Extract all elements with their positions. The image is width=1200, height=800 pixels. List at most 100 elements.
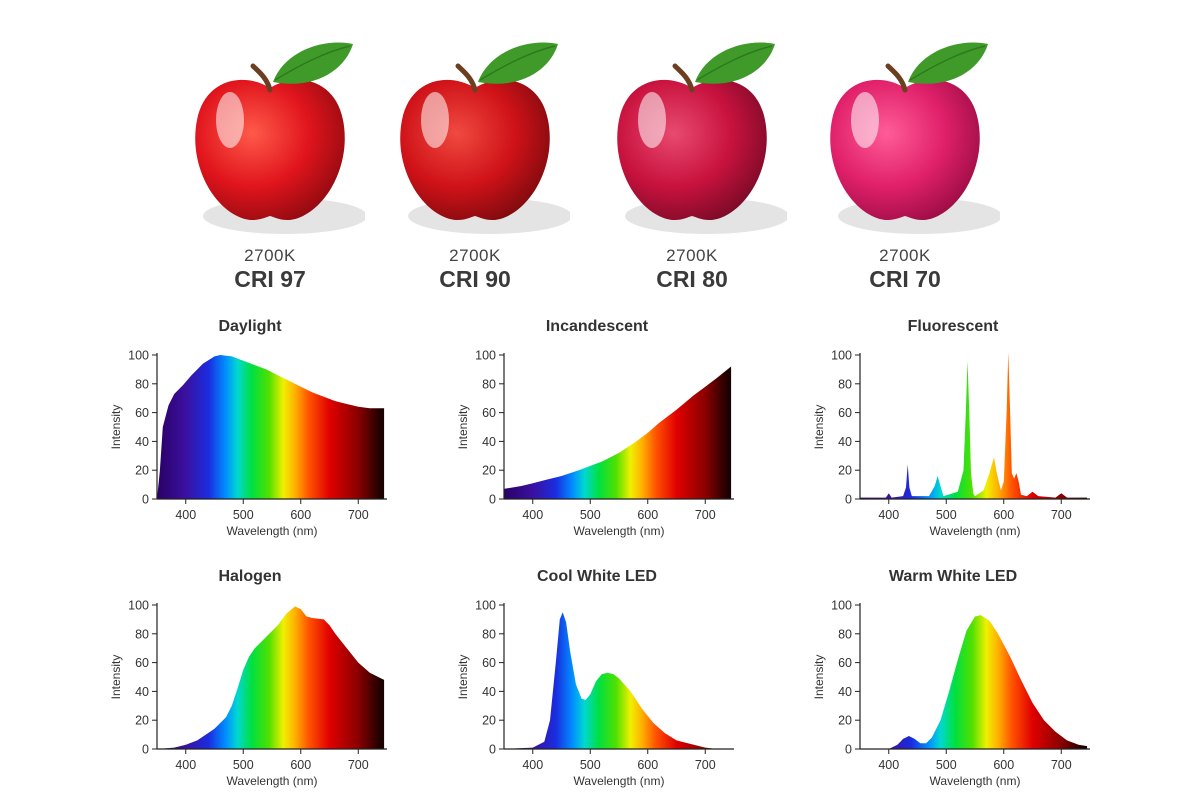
x-tick-label: 700	[348, 508, 369, 522]
y-axis-label: Intensity	[109, 655, 123, 700]
y-tick-label: 40	[135, 685, 149, 699]
chart-title: Fluorescent	[907, 318, 999, 335]
apple-image	[195, 42, 365, 234]
y-tick-label: 80	[482, 627, 496, 641]
y-tick-label: 40	[482, 435, 496, 449]
apple-cct-label: 2700K	[244, 246, 296, 265]
x-tick-label: 700	[695, 758, 716, 772]
x-axis-label: Wavelength (nm)	[227, 774, 318, 788]
x-axis-label: Wavelength (nm)	[574, 524, 665, 538]
x-tick-label: 500	[580, 508, 601, 522]
y-tick-label: 60	[838, 406, 852, 420]
x-tick-label: 400	[522, 508, 543, 522]
apple-body	[400, 79, 550, 221]
y-tick-label: 0	[142, 493, 149, 507]
y-axis-label: Intensity	[812, 655, 826, 700]
x-tick-label: 700	[348, 758, 369, 772]
apple-image	[830, 42, 1000, 234]
chart-title: Cool White LED	[537, 568, 657, 585]
x-tick-label: 400	[878, 758, 899, 772]
spectrum-chart-warm-white-led: Warm White LED 0 20 40 60 80 100 400 500 600 700 W…	[803, 568, 1103, 788]
y-axis-label: Intensity	[109, 405, 123, 450]
spectrum-plot: 0 20 40 60 80 100 400 500 600 700 Wavelength (nm) I…	[456, 599, 734, 788]
x-tick-label: 700	[1051, 508, 1072, 522]
x-tick-label: 400	[522, 758, 543, 772]
y-tick-label: 20	[482, 714, 496, 728]
spectrum-chart-daylight: Daylight 0 20 40 60 80 100 400 500 600 700 Wavelen…	[100, 318, 400, 538]
apple-image	[617, 42, 787, 234]
y-tick-label: 60	[482, 406, 496, 420]
x-tick-label: 500	[580, 758, 601, 772]
x-tick-label: 600	[637, 758, 658, 772]
spectrum-area	[157, 355, 385, 499]
apple-stem	[672, 63, 695, 93]
chart-title: Halogen	[218, 568, 282, 585]
x-tick-label: 500	[233, 508, 254, 522]
y-tick-label: 40	[482, 685, 496, 699]
x-tick-label: 600	[290, 758, 311, 772]
apple-leaf	[908, 42, 988, 84]
x-tick-label: 500	[936, 758, 957, 772]
y-axis-label: Intensity	[456, 655, 470, 700]
y-tick-label: 60	[838, 656, 852, 670]
y-tick-label: 0	[845, 493, 852, 507]
apple-body	[195, 79, 345, 221]
apple-leaf	[273, 42, 353, 84]
spectrum-plot: 0 20 40 60 80 100 400 500 600 700 Wavelength (nm) I…	[109, 349, 387, 538]
spectrum-plot: 0 20 40 60 80 100 400 500 600 700 Wavelength (nm) I…	[456, 349, 734, 538]
y-tick-label: 0	[489, 743, 496, 757]
y-tick-label: 60	[135, 656, 149, 670]
x-axis-label: Wavelength (nm)	[930, 774, 1021, 788]
y-tick-label: 20	[135, 714, 149, 728]
apple-cct-label: 2700K	[449, 246, 501, 265]
x-tick-label: 600	[993, 758, 1014, 772]
y-tick-label: 20	[135, 464, 149, 478]
apple-card: 2700K CRI 90	[380, 20, 570, 292]
y-tick-label: 40	[838, 685, 852, 699]
y-tick-label: 80	[838, 627, 852, 641]
apple-image	[400, 42, 570, 234]
apple-highlight	[638, 92, 666, 148]
spectrum-area	[504, 366, 732, 499]
y-tick-label: 80	[135, 377, 149, 391]
spectrum-plot: 0 20 40 60 80 100 400 500 600 700 Wavelength (nm) I…	[109, 599, 387, 788]
spectrum-plot: 0 20 40 60 80 100 400 500 600 700 Wavelength (nm) I…	[812, 349, 1090, 538]
apple-leaf	[478, 42, 558, 84]
x-axis-label: Wavelength (nm)	[227, 524, 318, 538]
apple-leaf	[695, 42, 775, 84]
apple-cri-label: CRI 97	[234, 266, 306, 292]
apple-cri-label: CRI 80	[656, 266, 728, 292]
x-tick-label: 600	[637, 508, 658, 522]
y-tick-label: 80	[838, 377, 852, 391]
apple-body	[617, 79, 767, 221]
y-tick-label: 40	[838, 435, 852, 449]
apple-stem	[885, 63, 908, 93]
apple-cri-label: CRI 70	[869, 266, 941, 292]
y-tick-label: 100	[128, 599, 149, 613]
y-tick-label: 20	[838, 464, 852, 478]
apple-highlight	[421, 92, 449, 148]
y-tick-label: 0	[845, 743, 852, 757]
spectrum-area	[157, 606, 385, 749]
y-tick-label: 60	[135, 406, 149, 420]
x-tick-label: 700	[695, 508, 716, 522]
apple-stem	[250, 63, 273, 93]
y-tick-label: 80	[135, 627, 149, 641]
y-axis-label: Intensity	[456, 405, 470, 450]
apple-cct-label: 2700K	[879, 246, 931, 265]
x-tick-label: 400	[175, 508, 196, 522]
x-tick-label: 600	[993, 508, 1014, 522]
x-tick-label: 500	[936, 508, 957, 522]
apple-stem	[455, 63, 478, 93]
x-tick-label: 600	[290, 508, 311, 522]
x-tick-label: 400	[175, 758, 196, 772]
x-tick-label: 500	[233, 758, 254, 772]
apple-card: 2700K CRI 70	[810, 20, 1000, 292]
x-tick-label: 700	[1051, 758, 1072, 772]
chart-title: Warm White LED	[888, 568, 1018, 585]
spectrum-chart-incandescent: Incandescent 0 20 40 60 80 100 400 500 600 700 Wav…	[447, 318, 747, 538]
x-axis-label: Wavelength (nm)	[574, 774, 665, 788]
y-tick-label: 20	[482, 464, 496, 478]
apple-cri-label: CRI 90	[439, 266, 511, 292]
y-tick-label: 100	[128, 349, 149, 363]
